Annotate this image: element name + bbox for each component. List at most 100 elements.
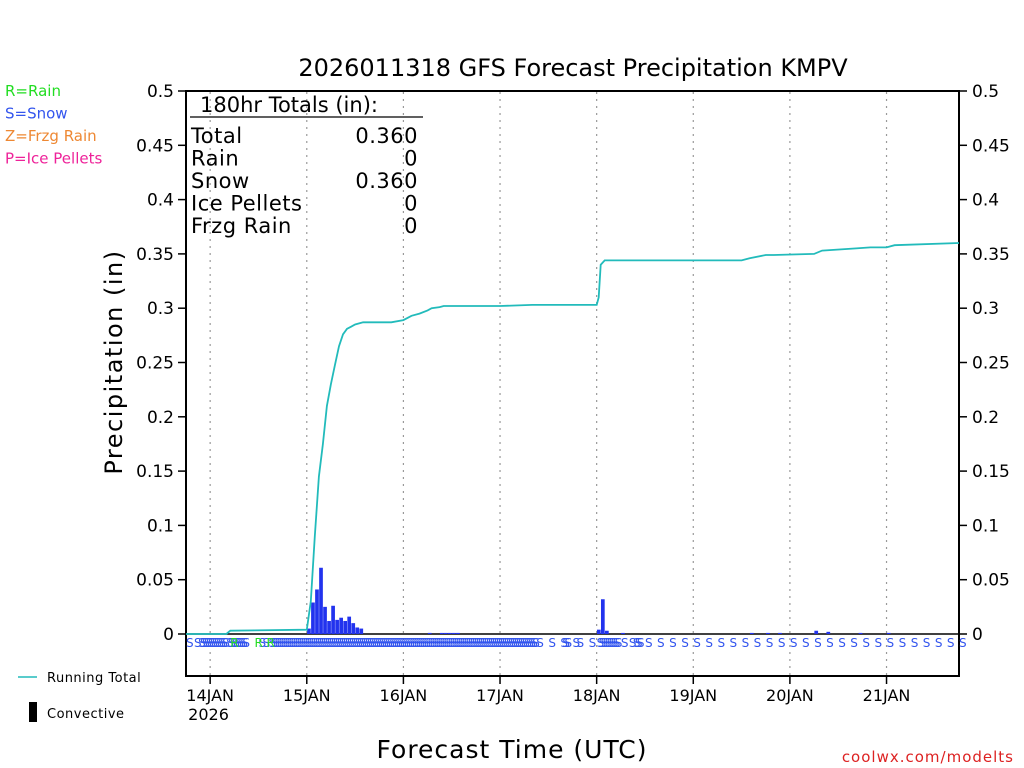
snow-marker: S: [669, 636, 677, 650]
snow-marker: S: [923, 636, 931, 650]
snow-marker: S: [401, 636, 409, 650]
snow-marker: S: [283, 636, 291, 650]
snow-marker: S: [494, 636, 502, 650]
y-tick-label-left: 0.5: [147, 82, 174, 102]
snow-marker: S: [615, 636, 623, 650]
snow-marker: S: [387, 636, 395, 650]
y-tick-label-right: 0.1: [972, 516, 999, 536]
snow-marker: S: [218, 636, 226, 650]
snow-marker: S: [359, 636, 367, 650]
precip-bar: [327, 620, 331, 634]
y-tick-label-right: 0.35: [972, 245, 1010, 265]
snow-marker: S: [705, 636, 713, 650]
snow-marker: S: [458, 636, 466, 650]
precip-bar: [826, 631, 831, 634]
snow-marker: S: [420, 636, 428, 650]
y-tick-label-left: 0.15: [136, 462, 174, 482]
convective-legend-label: Convective: [47, 707, 125, 722]
snow-marker: S: [291, 636, 299, 650]
y-axis-label: Precipitation (in): [100, 249, 128, 474]
precip-bars: [307, 567, 891, 634]
y-tick-label-left: 0.1: [147, 516, 174, 536]
running-total-line: [186, 242, 960, 635]
snow-marker: S: [766, 636, 774, 650]
snow-marker: S: [498, 636, 506, 650]
precip-bar: [307, 628, 311, 634]
snow-marker: S: [347, 636, 355, 650]
snow-marker: S: [482, 636, 490, 650]
snow-marker: S: [321, 636, 329, 650]
snow-marker: S: [730, 636, 738, 650]
y-tick-label-right: 0.05: [972, 571, 1010, 591]
precip-bar: [766, 632, 770, 634]
snow-marker: S: [589, 636, 597, 650]
snow-marker: S: [262, 636, 270, 650]
precip-bar: [814, 630, 819, 634]
totals-header: 180hr Totals (in):: [200, 93, 378, 117]
snow-marker: S: [234, 636, 242, 650]
precip-bar: [452, 632, 456, 634]
precip-bar: [355, 627, 360, 634]
snow-marker: S: [450, 636, 458, 650]
snow-marker: S: [403, 636, 411, 650]
convective-legend-swatch: [29, 702, 37, 722]
snow-marker: S: [874, 636, 882, 650]
site-credit[interactable]: coolwx.com/modelts: [842, 748, 1014, 766]
x-tick-label: 21JAN: [863, 686, 911, 705]
snow-marker: S: [226, 636, 234, 650]
precip-bar: [443, 632, 448, 634]
snow-marker: S: [560, 636, 568, 650]
precip-bar: [858, 632, 863, 634]
snow-marker: S: [424, 636, 432, 650]
snow-marker: S: [355, 636, 363, 650]
snow-marker: S: [456, 636, 464, 650]
snow-marker: S: [899, 636, 907, 650]
snow-marker: S: [601, 636, 609, 650]
snow-marker: S: [629, 636, 637, 650]
totals-row-label: Rain: [191, 147, 239, 171]
snow-marker: S: [442, 636, 450, 650]
snow-marker: S: [351, 636, 359, 650]
snow-marker: S: [269, 636, 277, 650]
precip-bar: [596, 629, 601, 634]
snow-marker: S: [297, 636, 305, 650]
rain-marker: R: [267, 636, 275, 650]
snow-marker: S: [202, 636, 210, 650]
snow-marker: S: [446, 636, 454, 650]
snow-marker: S: [486, 636, 494, 650]
y-tick-label-right: 0.4: [972, 191, 999, 211]
snow-marker: S: [428, 636, 436, 650]
snow-marker: S: [319, 636, 327, 650]
precip-bar: [323, 606, 327, 634]
snow-marker: S: [947, 636, 955, 650]
x-tick-label: 15JAN: [283, 686, 331, 705]
snow-marker: S: [275, 636, 283, 650]
snow-marker: S: [379, 636, 387, 650]
snow-marker: S: [357, 636, 365, 650]
totals-row-value: 0: [404, 192, 418, 216]
snow-marker: S: [514, 636, 522, 650]
snow-marker: S: [393, 636, 401, 650]
snow-marker: S: [371, 636, 379, 650]
snow-marker: S: [186, 636, 194, 650]
snow-marker: S: [411, 636, 419, 650]
snow-marker: S: [315, 636, 323, 650]
snow-marker: S: [637, 636, 645, 650]
snow-marker: S: [375, 636, 383, 650]
snow-marker: S: [242, 636, 250, 650]
snow-marker: S: [343, 636, 351, 650]
snow-marker: S: [448, 636, 456, 650]
snow-marker: S: [204, 636, 212, 650]
snow-marker: S: [337, 636, 345, 650]
snow-marker: S: [397, 636, 405, 650]
snow-marker: S: [717, 636, 725, 650]
precip-bar: [600, 599, 605, 634]
snow-marker: S: [599, 636, 607, 650]
snow-marker: S: [417, 636, 425, 650]
totals-row-value: 0: [404, 147, 418, 171]
snow-marker: S: [452, 636, 460, 650]
snow-marker: S: [230, 636, 238, 650]
type-legend-entry: R=Rain: [5, 82, 61, 100]
snow-marker: S: [573, 636, 581, 650]
